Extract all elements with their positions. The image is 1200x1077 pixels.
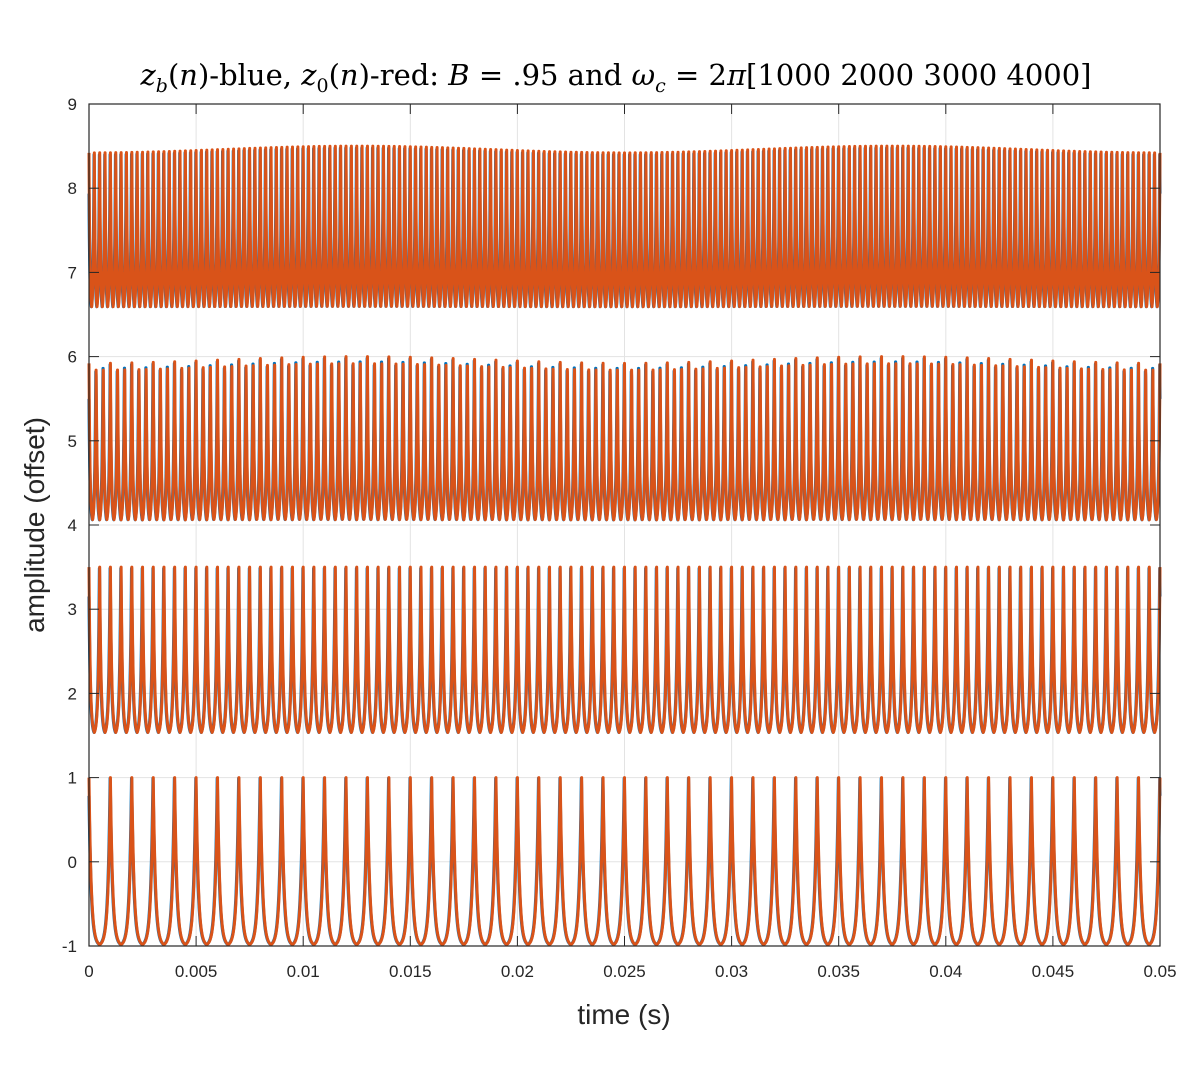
y-tick-label: 6 xyxy=(68,348,77,367)
title-segment: z xyxy=(300,58,317,92)
title-segment: n xyxy=(340,58,359,92)
y-tick-label: 5 xyxy=(68,432,77,451)
title-segment: = .95 and xyxy=(470,58,632,92)
series-line-red-2000 xyxy=(87,565,1162,734)
title-segment: B xyxy=(447,58,469,92)
x-tick-label: 0.025 xyxy=(603,962,646,981)
title-segment: )-blue, xyxy=(198,58,301,92)
series-group xyxy=(87,144,1162,947)
y-tick-label: 2 xyxy=(68,684,77,703)
y-tick-label: 8 xyxy=(68,179,77,198)
x-tick-label: 0.04 xyxy=(929,962,962,981)
title-segment: ω xyxy=(631,58,655,92)
title-segment: = 2 xyxy=(666,58,727,92)
x-tick-label: 0.005 xyxy=(175,962,218,981)
title-segment: ( xyxy=(168,58,179,92)
title-segment: π xyxy=(726,58,747,92)
title-segment: c xyxy=(655,75,666,97)
x-tick-label: 0.02 xyxy=(501,962,534,981)
x-tick-label: 0.01 xyxy=(287,962,320,981)
y-tick-label: 9 xyxy=(68,95,77,114)
x-axis-label: time (s) xyxy=(577,999,670,1030)
y-tick-label: 7 xyxy=(68,263,77,282)
x-tick-label: 0.015 xyxy=(389,962,432,981)
y-axis-label: amplitude (offset) xyxy=(19,417,50,633)
x-tick-label: 0 xyxy=(84,962,93,981)
y-tick-label: 0 xyxy=(68,853,77,872)
series-line-red-3000 xyxy=(87,355,1162,522)
series-line-red-1000 xyxy=(87,776,1162,947)
title-segment: n xyxy=(179,58,198,92)
title-segment: b xyxy=(156,75,168,97)
y-tick-label: 3 xyxy=(68,600,77,619)
chart-title: zb(n)-blue, z0(n)-red: B = .95 and ωc = … xyxy=(140,58,1092,97)
y-tick-label: 4 xyxy=(68,516,77,535)
x-tick-label: 0.03 xyxy=(715,962,748,981)
x-tick-label: 0.035 xyxy=(817,962,860,981)
x-tick-labels: 0 0.005 0.01 0.015 0.02 0.025 0.03 0.035 0.04 0.0… xyxy=(84,962,1176,981)
title-segment: ( xyxy=(329,58,340,92)
title-segment: [1000 2000 3000 4000] xyxy=(746,58,1092,92)
x-tick-label: 0.05 xyxy=(1143,962,1176,981)
series-line-red-4000 xyxy=(87,144,1162,309)
title-segment: 0 xyxy=(316,75,328,97)
y-tick-label: -1 xyxy=(62,937,77,956)
title-segment: )-red: xyxy=(359,58,449,92)
title-segment: z xyxy=(140,58,157,92)
tick-marks xyxy=(88,103,1161,947)
y-tick-label: 1 xyxy=(68,769,77,788)
y-tick-labels: -1 0 1 2 3 4 5 6 7 8 9 xyxy=(62,95,77,956)
x-tick-label: 0.045 xyxy=(1032,962,1075,981)
